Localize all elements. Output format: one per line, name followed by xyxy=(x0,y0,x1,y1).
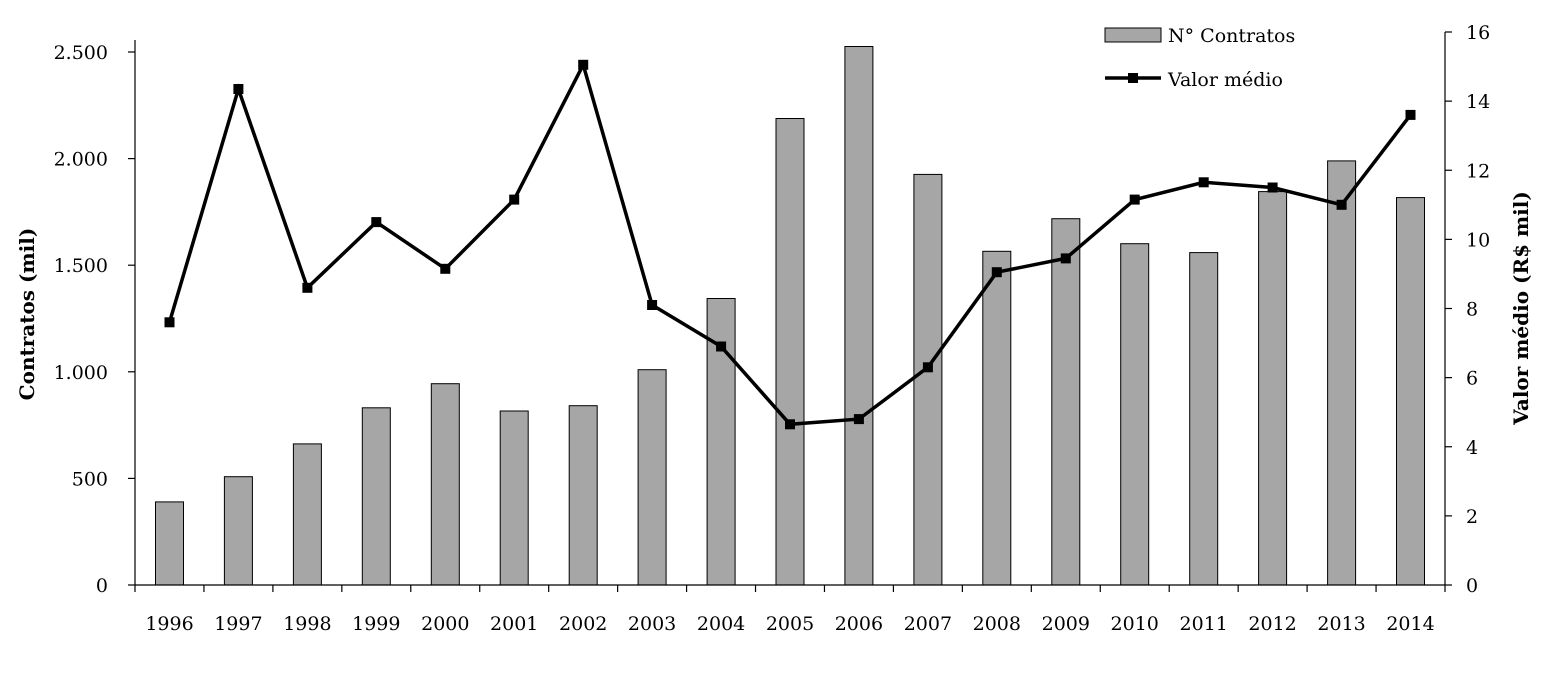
axes xyxy=(128,31,1452,592)
bar-2011 xyxy=(1189,252,1219,586)
line-marker-2009 xyxy=(1060,253,1071,264)
x-tick-label-2009: 2009 xyxy=(1042,613,1090,635)
x-tick-label-1996: 1996 xyxy=(145,613,193,635)
right-tick-label: 6 xyxy=(1466,368,1478,390)
x-tick-label-2001: 2001 xyxy=(490,613,538,635)
x-tick-label-2003: 2003 xyxy=(628,613,676,635)
x-tick-label-2000: 2000 xyxy=(421,613,469,635)
bar-2008 xyxy=(982,250,1012,586)
line-marker-2006 xyxy=(853,414,864,425)
bar-1997 xyxy=(223,476,253,586)
line-marker-2000 xyxy=(440,263,451,274)
x-tick-label-1999: 1999 xyxy=(352,613,400,635)
legend: N° Contratos Valor médio xyxy=(1104,25,1295,91)
left-tick-label: 1.500 xyxy=(54,255,108,277)
line-marker-2008 xyxy=(991,267,1002,278)
bar-2006 xyxy=(844,46,874,586)
line-marker-2001 xyxy=(509,194,520,205)
right-tick-label: 4 xyxy=(1466,437,1478,459)
right-tick-label: 8 xyxy=(1466,299,1478,321)
bar-2003 xyxy=(637,369,667,586)
right-axis-title: Valor médio (R$ mil) xyxy=(1509,191,1533,426)
x-tick-label-2013: 2013 xyxy=(1317,613,1365,635)
line-marker-2005 xyxy=(785,419,795,430)
x-tick-label-2007: 2007 xyxy=(904,613,952,635)
right-tick-label: 2 xyxy=(1466,506,1478,528)
left-tick-label: 2.000 xyxy=(54,149,108,171)
line-marker-1998 xyxy=(302,282,313,293)
x-tick-label-2014: 2014 xyxy=(1386,613,1434,635)
left-tick-label: 2.500 xyxy=(54,42,108,64)
line-marker-2013 xyxy=(1336,199,1347,210)
x-tick-label-2002: 2002 xyxy=(559,613,607,635)
bar-2001 xyxy=(499,410,529,586)
legend-swatch-bar xyxy=(1104,27,1162,43)
bar-2002 xyxy=(568,405,598,586)
bar-2010 xyxy=(1120,243,1150,586)
left-tick-label: 500 xyxy=(72,468,108,490)
legend-label-contratos: N° Contratos xyxy=(1168,25,1295,47)
x-tick-label-2012: 2012 xyxy=(1248,613,1296,635)
right-tick-label: 14 xyxy=(1466,91,1490,113)
bar-1999 xyxy=(361,407,391,586)
left-tick-label: 0 xyxy=(96,575,108,597)
left-axis-title: Contratos (mil) xyxy=(15,228,39,401)
right-tick-label: 16 xyxy=(1466,22,1490,44)
x-tick-label-1997: 1997 xyxy=(214,613,262,635)
bar-2007 xyxy=(913,173,943,586)
legend-swatch-marker xyxy=(1128,73,1138,83)
right-tick-label: 12 xyxy=(1466,160,1490,182)
line-marker-2003 xyxy=(647,300,658,310)
line-marker-2012 xyxy=(1267,182,1278,193)
bar-2000 xyxy=(430,383,460,586)
right-tick-label: 0 xyxy=(1466,575,1478,597)
x-tick-label-2006: 2006 xyxy=(835,613,883,635)
bar-2012 xyxy=(1258,191,1288,586)
x-tick-label-2010: 2010 xyxy=(1111,613,1159,635)
bar-series xyxy=(155,46,1425,586)
bar-1998 xyxy=(292,443,322,586)
line-marker-2011 xyxy=(1198,177,1209,188)
line-marker-2004 xyxy=(716,341,727,352)
left-tick-label: 1.000 xyxy=(54,362,108,384)
bar-2014 xyxy=(1396,197,1425,586)
line-marker-2010 xyxy=(1129,194,1140,205)
line-marker-1997 xyxy=(233,84,244,94)
x-tick-label-2008: 2008 xyxy=(973,613,1021,635)
bar-1996 xyxy=(155,501,184,586)
bar-2009 xyxy=(1051,218,1081,586)
right-tick-label: 10 xyxy=(1466,229,1490,251)
line-marker-1999 xyxy=(371,217,382,228)
line-marker-1996 xyxy=(164,317,175,328)
legend-label-valor: Valor médio xyxy=(1167,69,1283,91)
line-series xyxy=(164,59,1416,430)
bar-2013 xyxy=(1327,160,1357,586)
line-marker-2002 xyxy=(578,59,589,70)
line-marker-2014 xyxy=(1405,109,1416,120)
line-marker-2007 xyxy=(922,362,933,373)
tick-labels: 1996 1997 1998 1999 2000 2001 2002 2003 2004 2005… xyxy=(54,22,1491,635)
x-tick-label-2011: 2011 xyxy=(1180,613,1228,635)
x-tick-label-1998: 1998 xyxy=(283,613,331,635)
x-tick-label-2004: 2004 xyxy=(697,613,745,635)
x-tick-label-2005: 2005 xyxy=(766,613,814,635)
bar-2005 xyxy=(775,118,805,586)
